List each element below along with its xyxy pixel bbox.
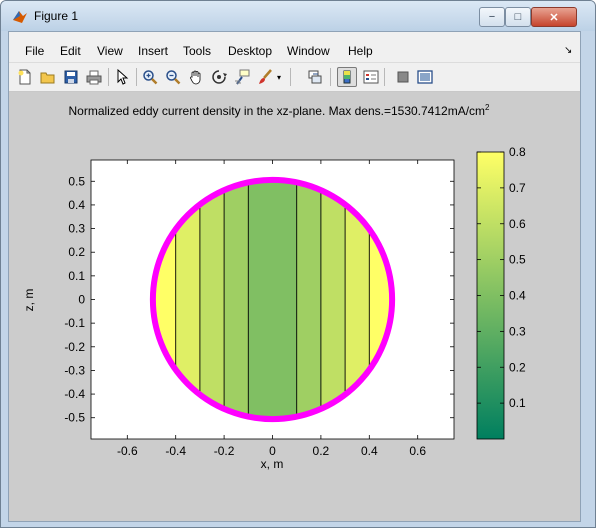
minimize-button[interactable]: −	[479, 7, 505, 27]
data-cursor-icon[interactable]	[233, 68, 251, 86]
colorbar-tick-label: 0.1	[509, 396, 526, 410]
toolbar-separator	[136, 68, 137, 86]
y-axis-label: z, m	[22, 289, 36, 312]
colorbar-tick-label: 0.2	[509, 360, 526, 374]
menu-help[interactable]: Help	[348, 44, 373, 58]
figure-toolbar: ▾	[9, 62, 580, 92]
colorbar-tick-label: 0.3	[509, 324, 526, 338]
link-plot-icon[interactable]	[306, 68, 324, 86]
hide-plot-tools-icon[interactable]	[394, 68, 412, 86]
x-tick-label: 0.4	[361, 444, 378, 458]
matlab-app-icon	[13, 11, 27, 23]
new-figure-icon[interactable]	[16, 68, 34, 86]
menu-edit[interactable]: Edit	[60, 44, 81, 58]
colorbar-tick-label: 0.6	[509, 217, 526, 231]
colorbar-tick-label: 0.8	[509, 145, 526, 159]
contour-band	[296, 179, 321, 420]
colorbar-tick-label: 0.7	[509, 181, 526, 195]
menu-window[interactable]: Window	[287, 44, 330, 58]
toolbar-separator	[330, 68, 331, 86]
contour-band	[199, 179, 225, 420]
contour-band	[320, 179, 346, 420]
close-button[interactable]: ✕	[531, 7, 577, 27]
toolbar-separator	[108, 68, 109, 86]
toolbar-separator	[290, 68, 291, 86]
contour-band	[224, 179, 249, 420]
y-tick-label: 0.1	[68, 269, 85, 283]
contour-band	[248, 179, 297, 420]
colorbar-tick-label: 0.4	[509, 289, 526, 303]
y-tick-label: -0.1	[64, 316, 85, 330]
colorbar-ticks: 0.8 0.7 0.6 0.5 0.4 0.3 0.2 0.1	[477, 145, 526, 410]
y-tick-label: 0.2	[68, 245, 85, 259]
save-figure-icon[interactable]	[62, 68, 80, 86]
maximize-button[interactable]: □	[505, 7, 531, 27]
edit-plot-icon[interactable]	[113, 68, 131, 86]
y-tick-label: 0	[78, 293, 85, 307]
y-tick-label: 0.3	[68, 222, 85, 236]
y-tick-label: -0.4	[64, 387, 85, 401]
figure-client: File Edit View Insert Tools Desktop Wind…	[8, 31, 581, 522]
y-tick-label: 0.4	[68, 198, 85, 212]
y-tick-label: -0.2	[64, 340, 85, 354]
rotate-3d-icon[interactable]	[210, 68, 228, 86]
x-axis-label: x, m	[261, 457, 284, 471]
menu-file[interactable]: File	[25, 44, 45, 58]
show-plot-tools-icon[interactable]	[416, 68, 434, 86]
x-tick-label: -0.4	[165, 444, 186, 458]
menu-view[interactable]: View	[97, 44, 123, 58]
print-figure-icon[interactable]	[85, 68, 103, 86]
figure-canvas: Normalized eddy current density in the x…	[9, 92, 580, 521]
y-axis-ticks: 0.5 0.4 0.3 0.2 0.1 0 -0.1 -0.2 -0.3 -0.4 -0.5	[64, 174, 454, 425]
x-tick-label: -0.6	[117, 444, 138, 458]
window-title: Figure 1	[34, 9, 79, 23]
menu-bar: File Edit View Insert Tools Desktop Wind…	[9, 40, 580, 60]
colorbar-tick-label: 0.5	[509, 253, 526, 267]
zoom-out-icon[interactable]	[164, 68, 182, 86]
title-bar[interactable]: Figure 1 − □ ✕	[1, 1, 595, 31]
x-tick-label: 0	[269, 444, 276, 458]
menu-insert[interactable]: Insert	[138, 44, 169, 58]
menu-tools[interactable]: Tools	[183, 44, 212, 58]
zoom-in-icon[interactable]	[141, 68, 159, 86]
menu-desktop[interactable]: Desktop	[228, 44, 273, 58]
insert-colorbar-icon[interactable]	[337, 67, 357, 87]
colorbar[interactable]	[476, 151, 505, 440]
x-axis-ticks: -0.6 -0.4 -0.2 0 0.2 0.4 0.6	[117, 160, 426, 458]
x-tick-label: -0.2	[214, 444, 235, 458]
brush-dropdown-icon[interactable]: ▾	[276, 72, 281, 82]
dock-arrow-icon[interactable]: ↘	[564, 45, 573, 56]
contour-plot[interactable]: Normalized eddy current density in the x…	[9, 92, 580, 521]
brush-icon[interactable]	[256, 68, 274, 86]
y-tick-label: -0.5	[64, 411, 85, 425]
y-tick-label: -0.3	[64, 363, 85, 377]
open-file-icon[interactable]	[39, 68, 57, 86]
pan-icon[interactable]	[187, 68, 205, 86]
x-tick-label: 0.2	[313, 444, 330, 458]
insert-legend-icon[interactable]	[362, 68, 380, 86]
y-tick-label: 0.5	[68, 174, 85, 188]
plot-title: Normalized eddy current density in the x…	[68, 103, 490, 118]
circle-boundary	[149, 176, 396, 423]
x-tick-label: 0.6	[409, 444, 426, 458]
toolbar-separator	[384, 68, 385, 86]
